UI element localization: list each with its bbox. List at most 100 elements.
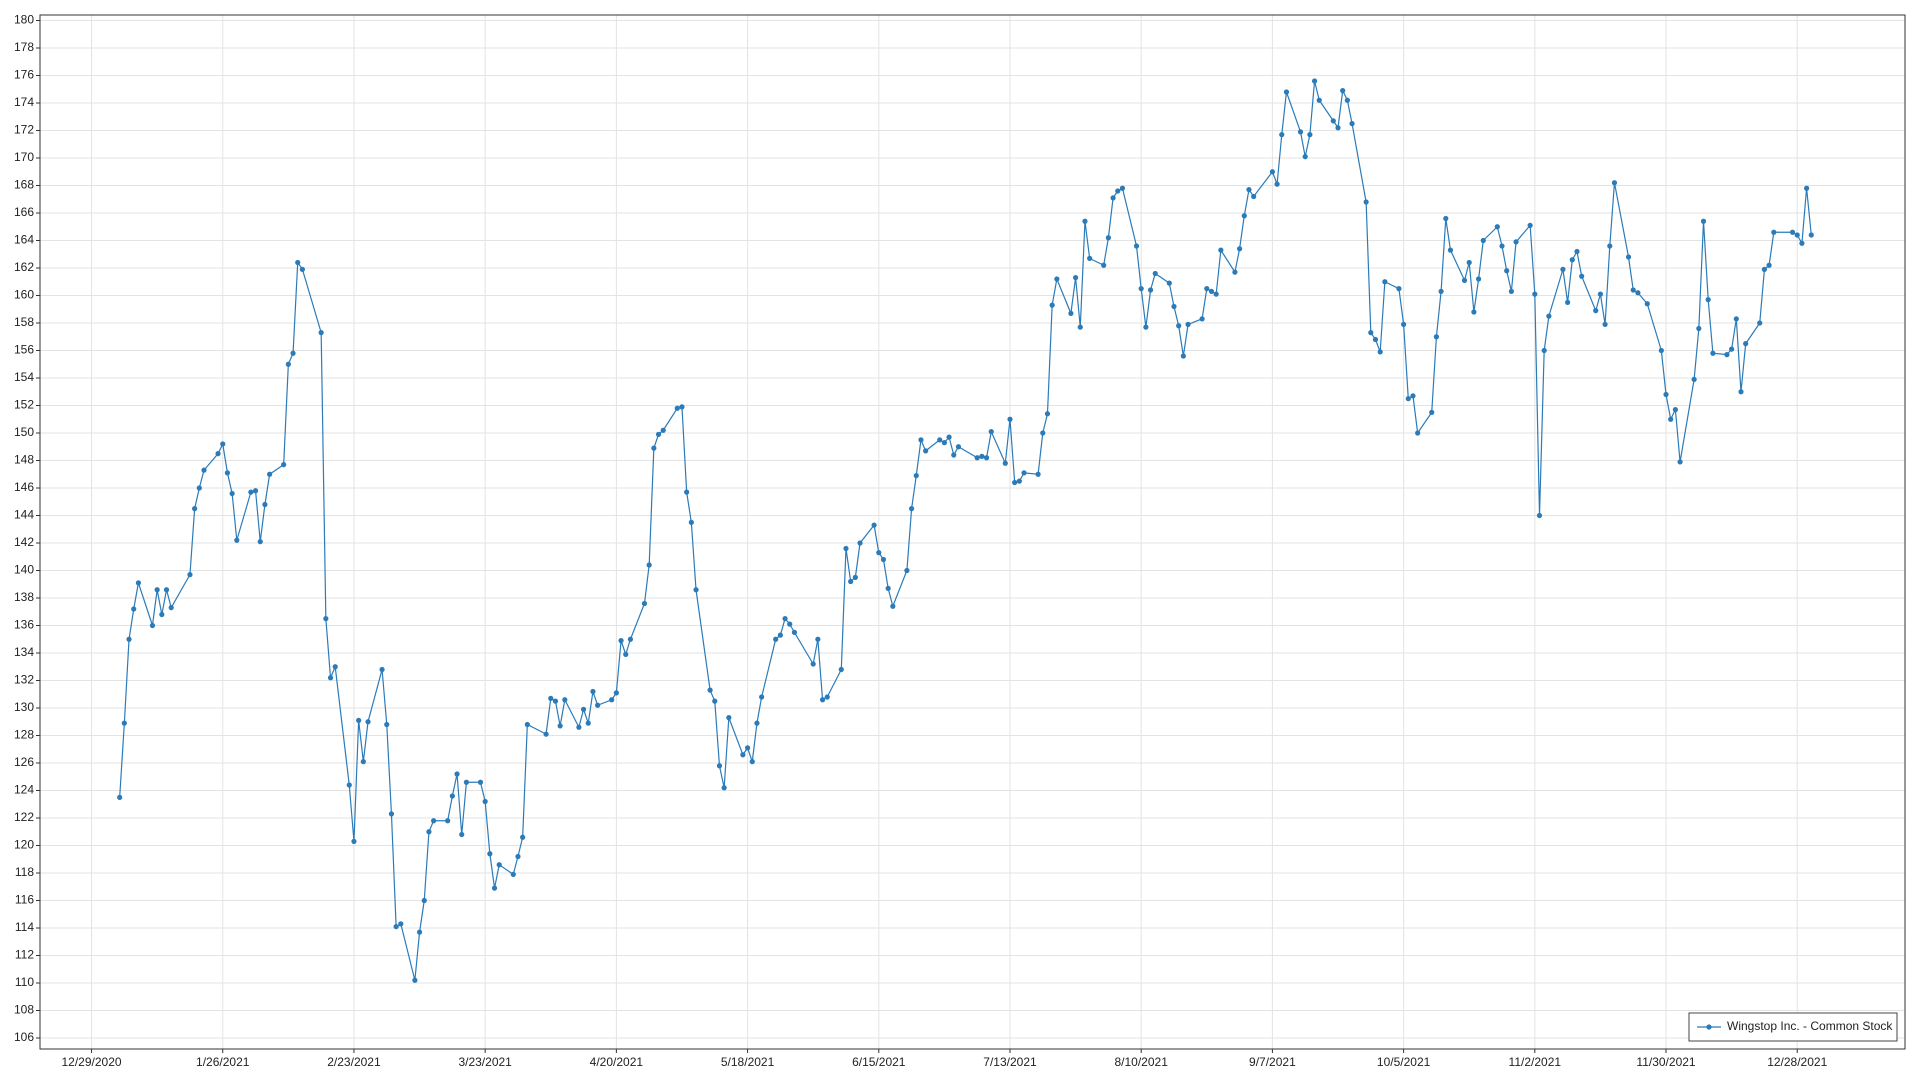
data-point	[1630, 287, 1636, 293]
data-point	[1236, 246, 1243, 252]
data-point	[552, 698, 559, 704]
data-point	[1658, 347, 1664, 354]
data-point	[1068, 310, 1074, 316]
data-point	[234, 537, 240, 543]
y-tick-label: 130	[14, 700, 34, 714]
data-point	[1012, 479, 1018, 486]
data-point	[295, 259, 301, 266]
y-tick-label: 110	[15, 975, 34, 989]
data-point	[1611, 180, 1618, 186]
y-tick-label: 164	[14, 233, 34, 247]
data-point	[1040, 430, 1046, 436]
y-tick-label: 116	[15, 893, 34, 907]
data-point	[618, 638, 624, 644]
data-point	[388, 811, 395, 817]
y-tick-label: 142	[14, 535, 34, 549]
data-point	[201, 467, 207, 473]
data-point	[1349, 121, 1355, 127]
x-tick-label: 2/23/2021	[327, 1055, 381, 1069]
data-point	[576, 724, 582, 730]
data-point	[524, 721, 530, 728]
data-point	[979, 453, 985, 459]
data-point	[744, 745, 751, 751]
data-point	[1443, 215, 1449, 222]
data-point	[121, 720, 127, 726]
data-point	[1269, 169, 1275, 175]
data-point	[1035, 471, 1041, 477]
x-tick-label: 1/26/2021	[196, 1055, 250, 1069]
x-tick-label: 11/30/2021	[1636, 1055, 1695, 1069]
data-point	[1368, 330, 1374, 336]
x-tick-label: 11/2/2021	[1509, 1055, 1562, 1069]
data-point	[918, 437, 924, 443]
data-point	[580, 706, 587, 712]
data-point	[323, 616, 329, 622]
data-point	[1119, 185, 1126, 191]
data-point	[1363, 199, 1369, 205]
data-point	[1054, 276, 1060, 282]
data-point	[1607, 243, 1613, 249]
data-point	[777, 632, 783, 638]
data-point	[281, 462, 287, 468]
data-point	[688, 519, 694, 525]
data-point	[520, 834, 526, 840]
data-point	[1297, 129, 1304, 135]
data-point	[557, 723, 563, 729]
data-point	[252, 488, 259, 494]
data-point	[613, 690, 619, 696]
data-point	[1480, 237, 1486, 244]
data-point	[351, 838, 357, 844]
data-point	[819, 697, 826, 703]
data-point	[646, 562, 652, 568]
data-point	[126, 636, 132, 642]
data-point	[955, 444, 962, 450]
data-point	[707, 687, 713, 693]
y-tick-label: 118	[15, 865, 34, 879]
y-tick-label: 136	[14, 618, 34, 632]
y-tick-label: 126	[14, 755, 34, 769]
data-point	[983, 455, 990, 461]
data-point	[595, 702, 601, 708]
data-point	[1283, 89, 1290, 95]
data-point	[154, 587, 160, 593]
data-point	[416, 929, 423, 935]
data-point	[941, 440, 947, 446]
y-tick-label: 114	[15, 920, 34, 934]
data-point	[379, 666, 385, 673]
data-point	[876, 550, 882, 556]
data-point	[1433, 334, 1440, 340]
data-point	[749, 759, 755, 765]
data-point	[1311, 78, 1318, 84]
data-point	[360, 759, 366, 765]
data-point	[815, 636, 821, 642]
data-point	[759, 694, 765, 700]
data-point	[787, 621, 793, 627]
data-point	[543, 731, 549, 737]
data-point	[510, 871, 516, 877]
y-tick-label: 180	[14, 13, 34, 27]
data-point	[1049, 302, 1055, 308]
data-point	[1377, 349, 1383, 355]
data-point	[496, 862, 502, 868]
data-point	[135, 580, 142, 586]
data-point	[1700, 218, 1707, 224]
data-point	[1007, 416, 1013, 422]
data-point	[1475, 276, 1482, 282]
data-point	[168, 605, 174, 611]
data-point	[1316, 97, 1322, 103]
data-point	[1691, 376, 1697, 382]
data-point	[431, 818, 437, 824]
data-point	[1208, 288, 1215, 294]
data-point	[365, 719, 371, 725]
y-tick-label: 176	[14, 68, 34, 82]
data-point	[196, 485, 202, 491]
data-point	[515, 853, 521, 860]
data-point	[1789, 229, 1796, 235]
data-point	[1410, 393, 1416, 399]
data-point	[1668, 416, 1674, 422]
data-point	[937, 437, 943, 443]
data-point	[721, 785, 727, 791]
y-tick-label: 132	[14, 673, 34, 687]
data-point	[1176, 323, 1182, 329]
